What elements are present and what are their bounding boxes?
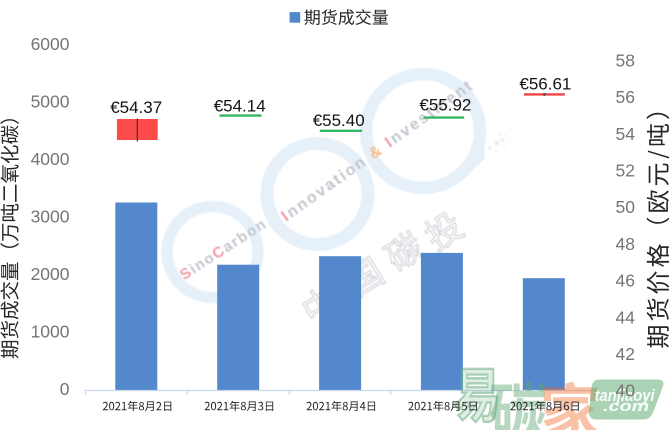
svg-text:€55.40: €55.40 <box>313 111 365 130</box>
svg-text:.com: .com <box>603 398 649 415</box>
svg-text:44: 44 <box>616 307 636 327</box>
svg-text:1000: 1000 <box>31 321 70 341</box>
svg-text:tanjiaoyi: tanjiaoyi <box>595 386 656 405</box>
svg-text:5000: 5000 <box>31 91 70 111</box>
svg-text:56: 56 <box>616 87 635 107</box>
svg-text:€56.61: €56.61 <box>519 75 571 94</box>
svg-text:€55.92: €55.92 <box>419 96 471 115</box>
svg-text:52: 52 <box>616 161 635 181</box>
svg-text:2000: 2000 <box>31 264 70 284</box>
svg-text:4000: 4000 <box>31 149 70 169</box>
svg-text:54: 54 <box>616 124 636 144</box>
svg-text:€54.37: €54.37 <box>110 98 162 117</box>
svg-text:0: 0 <box>60 379 70 399</box>
svg-text:42: 42 <box>616 344 635 364</box>
svg-text:6000: 6000 <box>31 34 70 54</box>
svg-text:€54.14: €54.14 <box>214 97 266 116</box>
svg-text:40: 40 <box>616 381 636 401</box>
svg-text:46: 46 <box>616 271 635 291</box>
svg-text:58: 58 <box>616 50 635 70</box>
svg-text:3000: 3000 <box>31 206 70 226</box>
svg-text:48: 48 <box>616 234 635 254</box>
svg-text:50: 50 <box>616 197 636 217</box>
